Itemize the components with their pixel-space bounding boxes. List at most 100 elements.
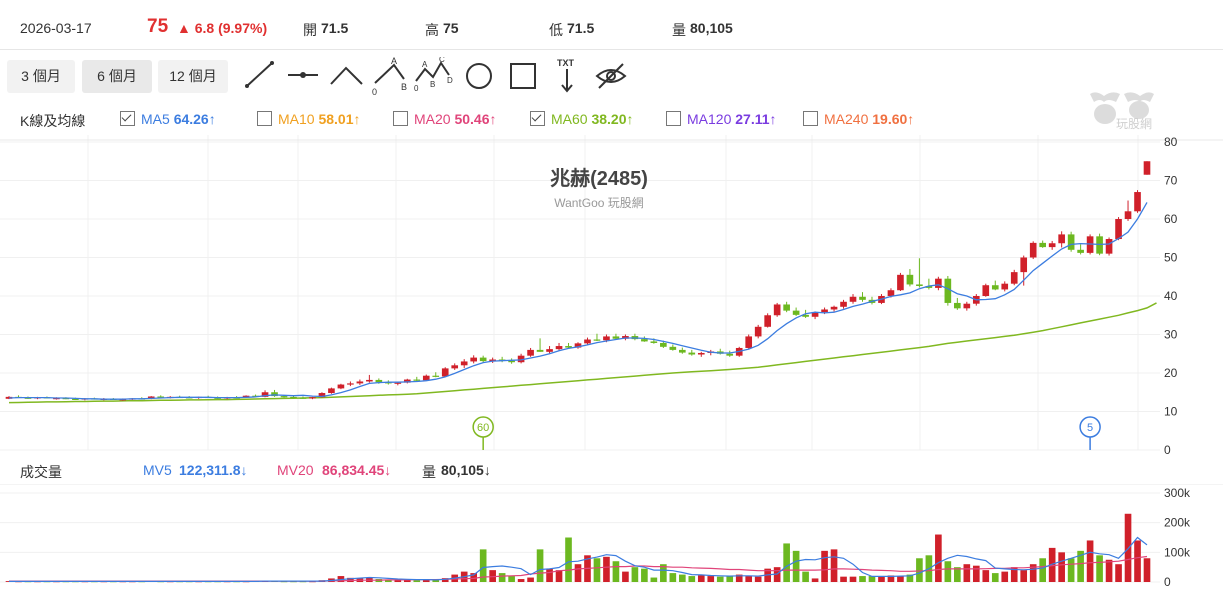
candle-body [783, 304, 790, 311]
candle-body [1115, 219, 1122, 240]
price-chart[interactable]: 兆赫(2485) WantGoo 玩股網 0 10 20 30 40 50 60 70 80 6… [0, 135, 1223, 455]
volume-bar [394, 580, 402, 582]
markers: 60 5 [472, 416, 1101, 450]
candle-body [1077, 249, 1084, 253]
candle-body [157, 396, 165, 398]
ma20-checkbox[interactable] [393, 111, 408, 126]
ma120-name: MA120 [687, 111, 732, 127]
open-label: 開 [303, 22, 317, 38]
candle-body [555, 346, 563, 350]
period-3m-button[interactable]: 3 個月 [7, 60, 75, 93]
y-tick-label: 10 [1164, 405, 1178, 419]
volume-value: 80,105 [690, 20, 733, 36]
ma5-checkbox[interactable] [120, 111, 135, 126]
quote-bar: 2026-03-17 75 ▲ 6.8 (9.97%) 開 71.5 高 75 … [0, 0, 1223, 57]
volume-bar [906, 574, 914, 582]
volume-bar [1048, 547, 1056, 582]
text-tool-icon[interactable]: TXT [546, 57, 588, 97]
candle-body [574, 343, 582, 348]
candle-body [1067, 234, 1075, 250]
ma60-checkbox[interactable] [530, 111, 545, 126]
volume-bar [697, 575, 705, 582]
chart-subtitle: WantGoo 玩股網 [554, 196, 644, 210]
volume-bar [688, 576, 696, 582]
ma60-line [8, 302, 1157, 404]
candle-body [413, 379, 421, 381]
ma10-toggle[interactable]: MA10 58.01↑ [257, 111, 361, 127]
volume-label: 量 [672, 22, 686, 38]
candle-body [527, 349, 534, 356]
ma20-toggle[interactable]: MA20 50.46↑ [393, 111, 497, 127]
volume-bar [1029, 564, 1037, 582]
candle-body [906, 274, 914, 285]
ma60-toggle[interactable]: MA60 38.20↑ [530, 111, 634, 127]
candle-body [280, 396, 288, 398]
hide-drawings-icon[interactable] [590, 57, 632, 97]
circle-tool-icon[interactable] [458, 57, 500, 97]
candle-body [1001, 283, 1009, 290]
candle-body [887, 290, 895, 296]
candle-body [1010, 272, 1018, 284]
candle-body [403, 379, 411, 383]
volume-axis: 0 100k 200k 300k [1164, 486, 1191, 589]
candle-body [508, 360, 515, 363]
angle-tool-icon[interactable] [326, 57, 368, 97]
y-tick-label: 60 [1164, 212, 1178, 226]
marker-circle [1079, 416, 1101, 438]
period-12m-button[interactable]: 12 個月 [158, 60, 228, 93]
period-6m-button[interactable]: 6 個月 [82, 60, 152, 93]
vol-value: 80,105↓ [441, 462, 491, 478]
volume-bar [631, 567, 639, 582]
candle-body [726, 353, 734, 356]
candle-body [451, 365, 459, 369]
volume-bar [470, 573, 478, 582]
volume-chart[interactable]: 0 100k 200k 300k [0, 484, 1223, 593]
line-tool-icon[interactable] [240, 57, 282, 97]
ma5-name: MA5 [141, 111, 170, 127]
ma5-toggle[interactable]: MA5 64.26↑ [120, 111, 216, 127]
ma120-toggle[interactable]: MA120 27.11↑ [666, 111, 777, 127]
vol-label: 量 [422, 464, 436, 480]
mv5-line [9, 536, 1148, 583]
candle-body [954, 302, 961, 309]
volume-bar [678, 574, 686, 582]
candle-body [593, 339, 601, 341]
volume-bar [669, 573, 677, 582]
abcd-pattern-tool-icon[interactable]: A C 0 B D [412, 57, 454, 97]
ma120-checkbox[interactable] [666, 111, 681, 126]
candle-body [754, 326, 762, 337]
candle-body [1048, 243, 1056, 248]
ma10-checkbox[interactable] [257, 111, 272, 126]
candle-body [290, 396, 297, 399]
volume-bar [650, 577, 658, 582]
quote-price: 75 [147, 16, 169, 37]
svg-text:TXT: TXT [557, 58, 575, 68]
mv5-value: 122,311.8↓ [179, 462, 248, 478]
volume-bar [508, 576, 515, 582]
candle-body [366, 379, 373, 382]
horizontal-line-tool-icon[interactable] [282, 57, 324, 97]
candle-body [641, 339, 648, 342]
rectangle-tool-icon[interactable] [502, 57, 544, 97]
abc-pattern-tool-icon[interactable]: A 0 B [370, 57, 412, 97]
volume-bar [432, 579, 440, 582]
ma240-toggle[interactable]: MA240 19.60↑ [803, 111, 914, 127]
volume-bar [897, 576, 904, 582]
y-tick-label: 0 [1164, 443, 1171, 455]
y-tick-label: 30 [1164, 328, 1178, 342]
volume-bar [754, 576, 762, 582]
candle-body [318, 393, 326, 398]
volume-bar [1058, 552, 1065, 582]
candle-body [650, 341, 658, 343]
ma5-line [8, 202, 1148, 400]
candle-body [1124, 211, 1132, 219]
candle-body [1058, 234, 1065, 244]
quote-date: 2026-03-17 [20, 20, 92, 36]
volume-bar [963, 564, 971, 582]
candle-body [1020, 257, 1028, 273]
ma240-checkbox[interactable] [803, 111, 818, 126]
volume-bar [441, 578, 449, 582]
candle-body [840, 301, 847, 307]
volume-bars [5, 513, 1151, 583]
svg-text:C: C [439, 57, 445, 64]
